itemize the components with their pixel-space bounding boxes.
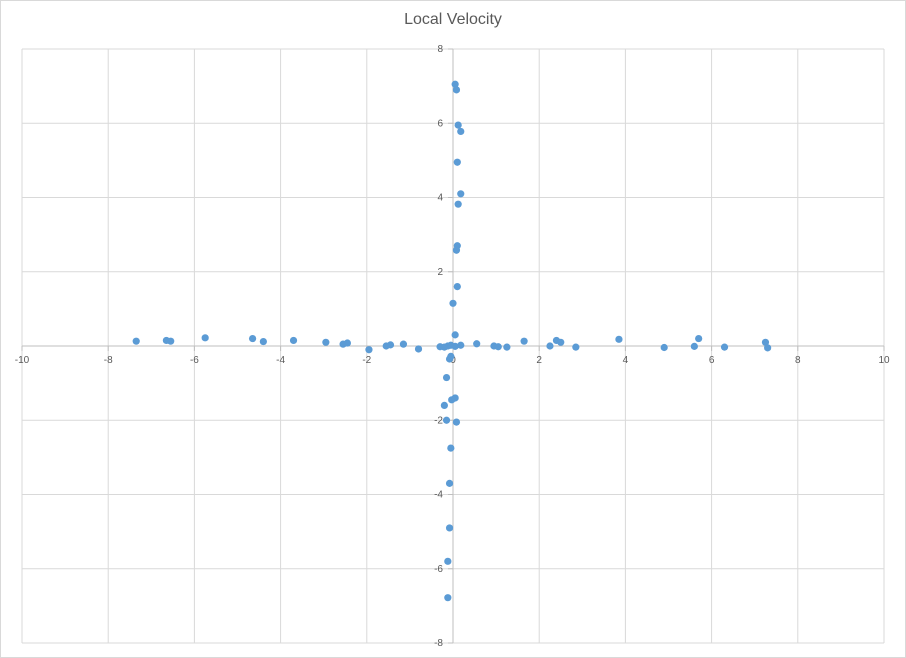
data-point <box>452 86 461 94</box>
data-point <box>445 479 454 487</box>
tick-labels: -10 -8 -6 -4 -2 0 2 4 6 8 10 -8 -6 -4 -2 2 4 6 8 <box>15 44 890 649</box>
x-tick-label: 2 <box>536 355 542 366</box>
data-point <box>442 373 451 382</box>
data-point <box>690 342 698 350</box>
data-point <box>365 346 373 354</box>
y-tick-label: 6 <box>437 118 443 129</box>
data-point <box>473 340 481 348</box>
data-point <box>494 343 502 351</box>
x-tick-label: 10 <box>878 355 890 366</box>
data-point <box>520 337 528 345</box>
data-point <box>259 337 267 346</box>
data-point <box>442 416 451 424</box>
y-tick-label: -8 <box>434 638 443 649</box>
data-point <box>399 340 408 348</box>
data-point <box>695 334 703 343</box>
data-point <box>447 444 455 452</box>
y-tick-label: -6 <box>434 564 443 575</box>
data-point <box>343 339 352 347</box>
data-point <box>572 343 580 351</box>
data-point <box>454 200 462 208</box>
x-tick-label: 0 <box>450 355 456 366</box>
data-point <box>457 190 465 198</box>
data-point <box>454 121 462 129</box>
data-point <box>453 283 461 291</box>
data-point <box>386 341 395 349</box>
data-point <box>546 342 554 350</box>
data-point <box>660 343 668 352</box>
y-tick-label: 4 <box>437 193 443 204</box>
x-tick-label: 6 <box>709 355 715 366</box>
data-point <box>444 557 452 565</box>
data-point <box>761 338 770 346</box>
data-point <box>322 338 330 346</box>
x-tick-label: -8 <box>104 355 113 366</box>
data-point <box>452 246 461 254</box>
data-point <box>503 343 511 351</box>
x-tick-label: -4 <box>276 355 285 366</box>
chart-title: Local Velocity <box>404 11 502 28</box>
data-point <box>167 337 175 345</box>
data-point <box>453 158 461 166</box>
x-tick-label: 4 <box>623 355 629 366</box>
data-point <box>451 342 459 350</box>
data-point <box>248 334 257 343</box>
data-point <box>615 335 623 343</box>
x-tick-label: -10 <box>15 355 30 366</box>
data-point <box>451 80 459 88</box>
data-point <box>445 355 454 363</box>
data-point <box>132 337 140 345</box>
x-tick-label: -2 <box>362 355 371 366</box>
data-point <box>557 338 565 346</box>
y-tick-label: -4 <box>434 490 443 501</box>
data-point <box>414 345 423 353</box>
data-point <box>449 299 457 307</box>
data-point <box>457 127 465 136</box>
data-point <box>451 331 459 339</box>
data-point <box>452 418 461 426</box>
data-point <box>457 341 465 349</box>
data-point <box>444 594 452 602</box>
data-point <box>451 394 459 402</box>
data-point <box>201 334 209 342</box>
x-tick-label: 8 <box>795 355 801 366</box>
y-tick-label: 8 <box>437 44 443 55</box>
y-tick-label: -2 <box>434 415 443 426</box>
data-point <box>720 343 729 351</box>
data-point <box>440 401 448 409</box>
data-point <box>445 524 454 532</box>
x-tick-label: -6 <box>190 355 199 366</box>
data-points <box>132 80 772 602</box>
y-tick-label: 2 <box>437 267 443 278</box>
data-point <box>764 344 772 352</box>
data-point <box>289 336 298 345</box>
